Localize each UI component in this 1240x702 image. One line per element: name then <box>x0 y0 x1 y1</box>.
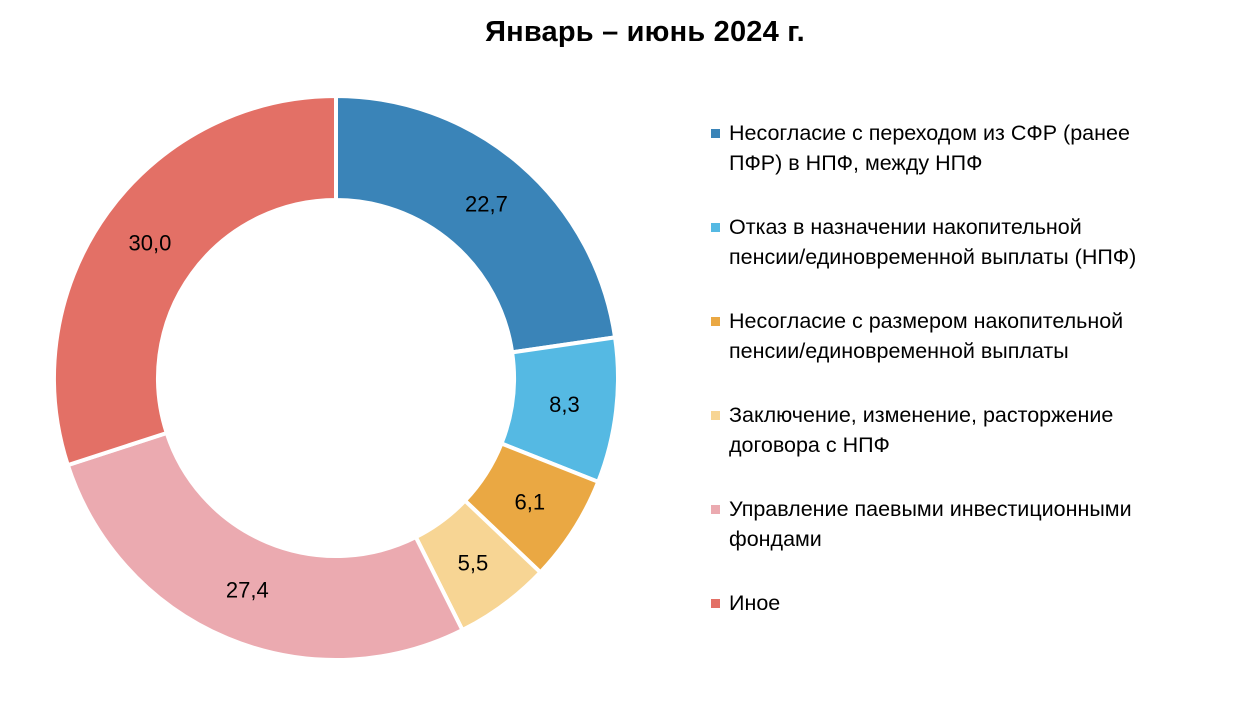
legend-item-2: Отказ в назначении накопительной пенсии/… <box>711 212 1221 272</box>
slice-label-5: 27,4 <box>226 578 269 603</box>
legend-label-3-line2: пенсии/единовременной выплаты <box>729 339 1069 363</box>
legend-label-2-line1: Отказ в назначении накопительной <box>729 215 1082 239</box>
slice-label-6: 30,0 <box>129 230 172 255</box>
legend-item-5: Управление паевыми инвестиционными фонда… <box>711 494 1221 554</box>
slice-label-2: 8,3 <box>549 392 580 417</box>
legend-swatch-6 <box>711 599 720 608</box>
legend-label-1-line1: Несогласие с переходом из СФР (ранее <box>729 121 1130 145</box>
legend-label-1-line2: ПФР) в НПФ, между НПФ <box>729 151 983 175</box>
slice-1 <box>334 93 618 355</box>
legend-swatch-4 <box>711 411 720 420</box>
legend-label-2-line2: пенсии/единовременной выплаты (НПФ) <box>729 245 1137 269</box>
legend-swatch-3 <box>711 317 720 326</box>
legend-swatch-2 <box>711 223 720 232</box>
legend-item-3: Несогласие с размером накопительной пенс… <box>711 306 1221 366</box>
legend-label-5-line2: фондами <box>729 527 822 551</box>
legend-label-4-line2: договора с НПФ <box>729 433 890 457</box>
legend-label-3-line1: Несогласие с размером накопительной <box>729 309 1124 333</box>
slice-5 <box>65 430 466 662</box>
legend-label-6: Иное <box>729 591 781 615</box>
legend-label-4-line1: Заключение, изменение, расторжение <box>729 403 1114 427</box>
legend-label-5-line1: Управление паевыми инвестиционными <box>729 497 1132 521</box>
legend-item-4: Заключение, изменение, расторжение догов… <box>711 400 1221 460</box>
legend-item-1: Несогласие с переходом из СФР (ранее ПФР… <box>711 118 1221 178</box>
slices-group <box>52 93 620 662</box>
legend-item-6: Иное <box>711 588 1221 618</box>
legend-swatch-5 <box>711 505 720 514</box>
slice-labels-group: 22,7 8,3 6,1 5,5 27,4 30,0 <box>129 192 580 603</box>
slice-label-4: 5,5 <box>458 550 489 575</box>
legend-swatch-1 <box>711 129 720 138</box>
legend: Несогласие с переходом из СФР (ранее ПФР… <box>711 118 1221 618</box>
slice-label-1: 22,7 <box>465 192 508 217</box>
slice-label-3: 6,1 <box>515 489 546 514</box>
slice-6 <box>52 93 338 468</box>
chart-title: Январь – июнь 2024 г. <box>485 16 805 48</box>
